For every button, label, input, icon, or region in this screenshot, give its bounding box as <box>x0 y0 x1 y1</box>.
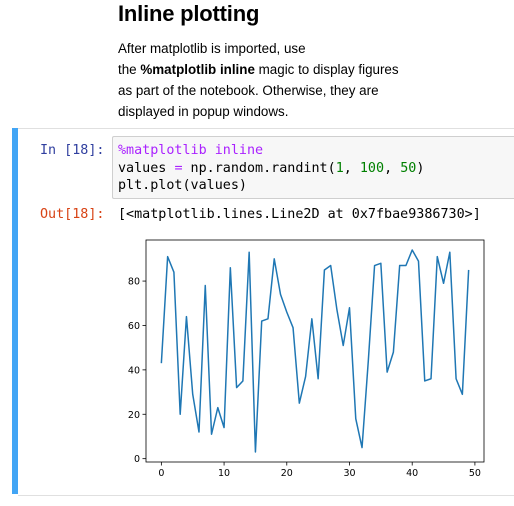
axes-frame <box>145 239 485 463</box>
code-input-area[interactable] <box>112 136 514 199</box>
code-number: 100 <box>359 160 385 176</box>
y-tick-label: 0 <box>134 454 140 465</box>
x-tick-label: 40 <box>406 468 418 479</box>
paragraph-line-1: After matplotlib is imported, use <box>118 41 306 56</box>
section-heading: Inline plotting <box>118 1 260 26</box>
code-operator: = <box>174 160 183 176</box>
magic-command-bold: %matplotlib inline <box>140 62 255 77</box>
code-token: plt.plot(values) <box>118 178 247 193</box>
y-tick-label: 20 <box>128 410 140 421</box>
data-series-line <box>160 249 470 453</box>
markdown-paragraph: After matplotlib is imported, use the %m… <box>118 38 498 122</box>
code-token: , <box>384 160 401 176</box>
code-token: values <box>118 160 175 176</box>
code-number: 50 <box>400 160 417 176</box>
axis-ticks: 0 10 20 30 40 50 0 20 40 60 80 <box>128 277 481 479</box>
x-tick-label: 10 <box>218 468 230 479</box>
code-editor[interactable]: %matplotlib inline values = np.random.ra… <box>118 142 424 195</box>
input-prompt: In [18]: <box>40 143 105 158</box>
code-token: ) <box>416 160 425 176</box>
x-tick-label: 20 <box>281 468 293 479</box>
cell-frame <box>18 128 514 496</box>
selected-cell-indicator <box>12 128 18 494</box>
code-number: 1 <box>335 160 344 176</box>
x-tick-label: 50 <box>469 468 481 479</box>
paragraph-line-2-post: magic to display figures <box>254 62 399 77</box>
paragraph-line-3: as part of the notebook. Otherwise, they… <box>118 83 379 98</box>
output-prompt: Out[18]: <box>40 207 105 222</box>
y-tick-label: 80 <box>128 277 140 288</box>
y-tick-label: 40 <box>128 365 140 376</box>
y-tick-label: 60 <box>128 321 140 332</box>
paragraph-line-4: displayed in popup windows. <box>118 104 289 119</box>
paragraph-line-2-pre: the <box>118 62 141 77</box>
x-tick-label: 30 <box>343 468 355 479</box>
x-tick-label: 0 <box>158 468 164 479</box>
code-token: , <box>343 160 360 176</box>
code-token: np.random.randint( <box>182 160 336 176</box>
output-text: [<matplotlib.lines.Line2D at 0x7fbae9386… <box>118 207 481 222</box>
code-cell[interactable] <box>12 128 514 496</box>
markdown-cell: Inline plotting After matplotlib is impo… <box>118 0 498 122</box>
code-magic: %matplotlib inline <box>118 143 264 158</box>
